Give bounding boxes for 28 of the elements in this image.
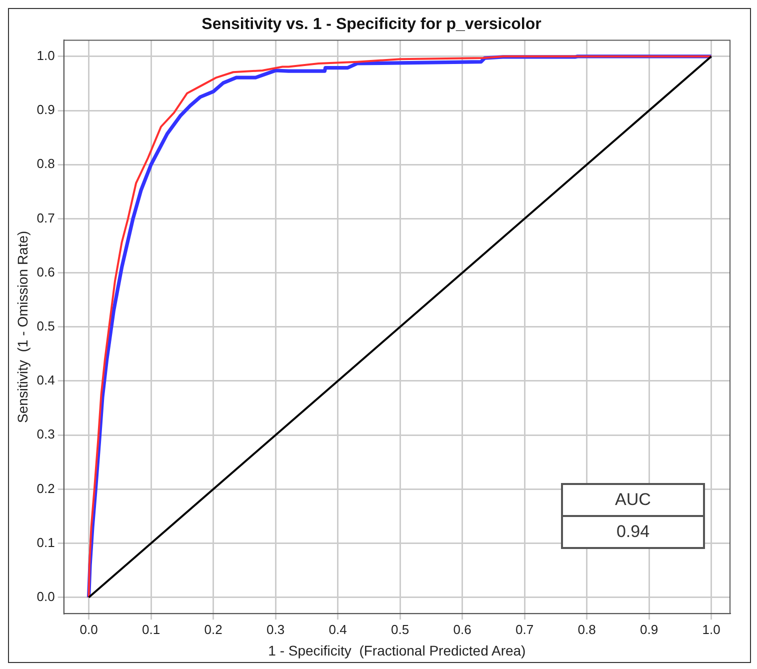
x-tick-label: 0.4	[328, 622, 347, 637]
x-axis-title: 1 - Specificity (Fractional Predicted Area)	[268, 642, 526, 658]
x-tick-label: 0.0	[80, 622, 98, 637]
x-tick-label: 1.0	[702, 622, 720, 637]
y-tick-label: 0.4	[36, 372, 55, 388]
x-tick-label: 0.8	[578, 622, 596, 637]
x-tick-label: 0.6	[453, 622, 472, 637]
y-tick-label: 0.9	[36, 102, 55, 118]
y-tick-label: 0.7	[36, 210, 55, 226]
y-axis-title: Sensitivity (1 - Omission Rate)	[14, 230, 30, 423]
y-tick-label: 0.8	[36, 156, 55, 172]
text-box: AUC 0.94	[561, 483, 705, 549]
annotation: AUC	[614, 489, 652, 511]
y-tick-label: 0.2	[36, 480, 55, 496]
chart-title: Sensitivity vs. 1 - Specificity for p_versicolor	[202, 16, 542, 34]
x-tick-label: 0.1	[142, 622, 160, 637]
annotation: 0.94	[563, 515, 703, 547]
x-tick-label: 0.7	[516, 622, 534, 637]
y-tick-label: 0.0	[36, 588, 55, 604]
y-tick-label: 0.5	[36, 318, 55, 334]
x-tick-label: 0.2	[204, 622, 222, 637]
x-tick-label: 0.9	[640, 622, 658, 637]
x-tick-label: 0.5	[391, 622, 410, 637]
y-tick-label: 1.0	[36, 48, 55, 64]
y-tick-label: 0.6	[36, 264, 55, 280]
x-tick-label: 0.3	[266, 622, 285, 637]
y-tick-label: 0.3	[36, 426, 55, 442]
y-tick-label: 0.1	[36, 534, 55, 550]
